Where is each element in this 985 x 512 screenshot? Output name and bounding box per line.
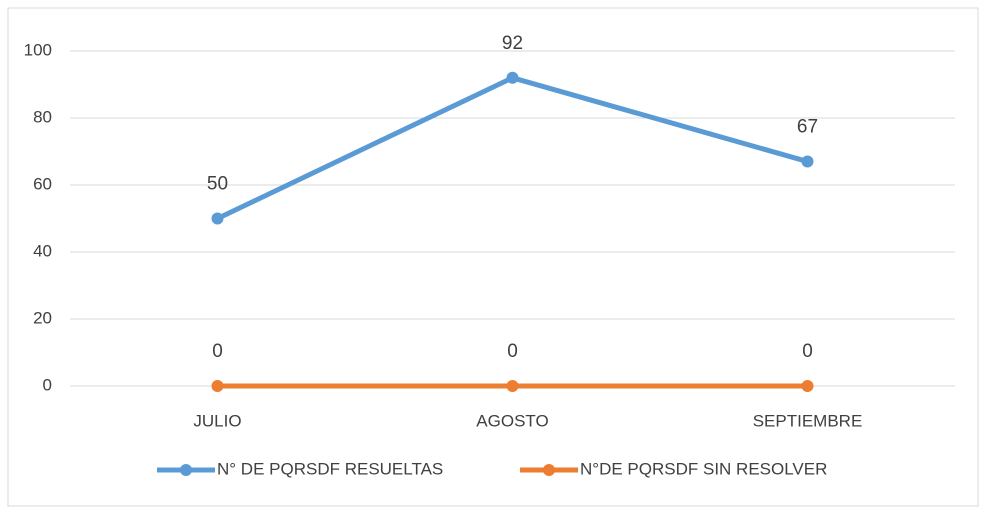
data-label: 0	[212, 341, 223, 362]
point	[801, 380, 814, 392]
point	[211, 380, 224, 392]
y-tick-label: 80	[33, 107, 52, 126]
x-tick-label: AGOSTO	[476, 411, 548, 430]
data-label: 50	[207, 174, 228, 195]
x-tick-label: JULIO	[193, 411, 241, 430]
legend-marker	[180, 464, 192, 476]
y-tick-label: 20	[33, 308, 52, 327]
legend-label: N° DE PQRSDF RESUELTAS	[217, 459, 443, 478]
y-tick-label: 100	[24, 40, 52, 59]
y-tick-label: 0	[43, 375, 52, 394]
legend-label: N°DE PQRSDF SIN RESOLVER	[580, 459, 827, 478]
point	[801, 155, 814, 168]
data-label: 0	[507, 341, 518, 362]
x-tick-label: SEPTIEMBRE	[753, 411, 863, 430]
point	[506, 380, 519, 392]
chart-border	[7, 7, 979, 507]
data-label: 0	[802, 341, 813, 362]
y-tick-label: 60	[33, 174, 52, 193]
point	[211, 212, 224, 225]
y-tick-label: 40	[33, 241, 52, 260]
data-label: 92	[502, 33, 523, 54]
data-label: 67	[797, 117, 818, 138]
legend-marker	[543, 464, 555, 476]
point	[506, 71, 519, 84]
